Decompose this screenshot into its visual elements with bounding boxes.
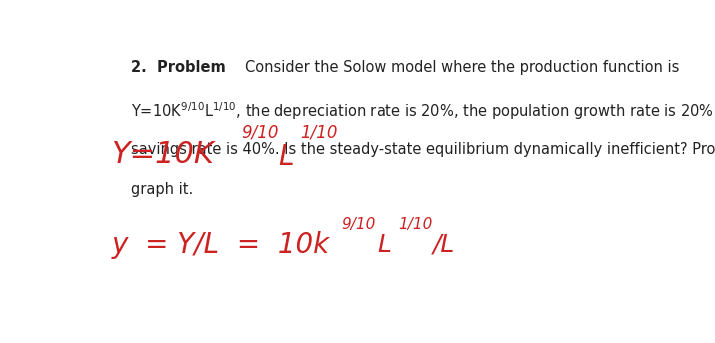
Text: L: L xyxy=(277,143,293,172)
Text: Y=10K$^{9/10}$L$^{1/10}$, the depreciation rate is 20%, the population growth ra: Y=10K$^{9/10}$L$^{1/10}$, the depreciati… xyxy=(131,100,715,122)
Text: /L: /L xyxy=(433,233,455,257)
Text: 9/10: 9/10 xyxy=(242,123,280,141)
Text: savings rate is 40%. Is the steady-state equilibrium dynamically inefficient? Pr: savings rate is 40%. Is the steady-state… xyxy=(131,142,715,156)
Text: Y=10K: Y=10K xyxy=(112,140,214,169)
Text: 1/10: 1/10 xyxy=(398,217,433,232)
Text: L: L xyxy=(378,233,391,257)
Text: 9/10: 9/10 xyxy=(342,217,376,232)
Text: graph it.: graph it. xyxy=(131,182,193,198)
Text: 1/10: 1/10 xyxy=(300,123,337,141)
Text: 2.  Problem: 2. Problem xyxy=(131,60,226,75)
Text: y  = Y/L  =  10k: y = Y/L = 10k xyxy=(112,230,330,259)
Text: Consider the Solow model where the production function is: Consider the Solow model where the produ… xyxy=(245,60,679,75)
